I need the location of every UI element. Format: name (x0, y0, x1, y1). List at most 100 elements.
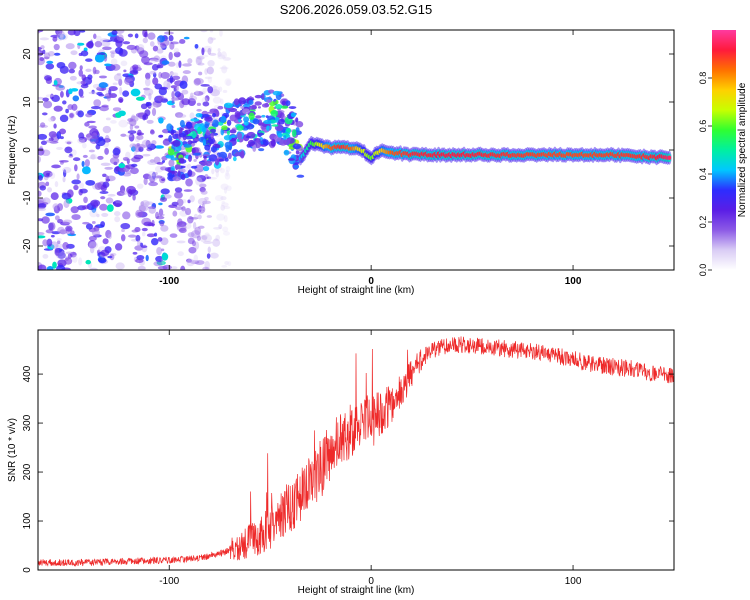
spectrogram-cell (200, 30, 208, 33)
spectrogram-cell (81, 166, 91, 175)
spectrogram-cell (38, 30, 41, 34)
spectrogram-cell (94, 54, 105, 63)
spectrogram-cell (172, 176, 181, 182)
spectrogram-cell (156, 213, 165, 217)
spectrogram-cell (187, 140, 193, 145)
spectrogram-cell (100, 221, 106, 228)
spectrogram-cell (155, 255, 164, 263)
spectrogram-cell (211, 168, 215, 175)
spectrogram-cell (87, 240, 97, 249)
spectrogram-cell (141, 245, 148, 249)
spectrogram-cell (150, 237, 159, 246)
snr-x-tick-label: 100 (565, 576, 582, 587)
spectrogram-cell (147, 32, 156, 40)
spectrogram-cell (171, 75, 181, 80)
spectrogram-cell (163, 80, 171, 89)
spectrogram-cell (212, 85, 220, 94)
spectrogram-cell (81, 160, 85, 168)
spectrogram-cell (102, 238, 109, 245)
spectrogram-cell (137, 265, 146, 270)
spectrogram-cell (176, 198, 184, 207)
spectrogram-cell (137, 129, 142, 136)
spectrogram-cell (296, 174, 305, 178)
spectrogram-cell (193, 159, 197, 162)
spectrogram-cell (152, 72, 157, 78)
spectrogram-cell (105, 197, 114, 204)
spectrogram-y-tick-label: 10 (22, 96, 33, 108)
spectrogram-cell (39, 57, 45, 62)
spectrogram-cell (110, 119, 117, 124)
spectrogram-cell (217, 54, 226, 60)
spectrogram-cell (79, 30, 86, 33)
spectrogram-cell (145, 72, 151, 80)
spectrogram-cell (122, 90, 130, 97)
spectrogram-cell (239, 150, 245, 159)
spectrogram-cell (140, 201, 145, 207)
spectrogram-cell (236, 125, 244, 131)
spectrogram-x-tick-label: -100 (159, 276, 179, 287)
spectrogram-cell (140, 103, 148, 110)
spectrogram-cell (174, 112, 184, 118)
spectrogram-cell (210, 146, 218, 153)
colorbar-gradient (712, 30, 736, 270)
spectrogram-cell (196, 55, 205, 60)
spectrogram-cell (223, 134, 232, 141)
spectrogram-cell (85, 223, 94, 230)
spectrogram-cell (160, 224, 169, 232)
spectrogram-cell (208, 176, 217, 180)
spectrogram-cell (161, 178, 165, 182)
spectrogram-cell (135, 96, 145, 101)
spectrogram-cell (56, 240, 61, 245)
spectrogram-cell (204, 123, 209, 129)
spectrogram-cell (176, 240, 186, 244)
snr-x-tick-label: 0 (368, 576, 374, 587)
spectrogram-cell (202, 165, 210, 172)
spectrogram-cell (57, 33, 64, 41)
spectrogram-cell (217, 48, 221, 53)
spectrogram-cell (254, 137, 261, 143)
spectrogram-cell (105, 117, 111, 121)
spectrogram-cell (70, 50, 78, 56)
spectrogram-y-tick-label: 20 (22, 48, 33, 60)
spectrogram-cell (169, 72, 179, 76)
spectrogram-cell (277, 132, 283, 138)
spectrogram-cell (252, 118, 260, 125)
spectrogram-cell (38, 174, 43, 181)
snr-panel: -100 0 100 0 100 200 300 400 Height of straigh… (7, 329, 675, 596)
spectrogram-cell (104, 166, 114, 170)
spectrogram-cell (88, 149, 95, 153)
spectrogram-cell (94, 182, 103, 191)
spectrogram-cell (182, 63, 192, 67)
spectrogram-cell (214, 158, 220, 166)
spectrogram-cell (245, 135, 251, 139)
spectrogram-cell (287, 158, 295, 161)
spectrogram-cell (162, 138, 171, 146)
spectrogram-cell (122, 41, 131, 45)
spectrogram-cell (196, 102, 202, 107)
spectrogram-cell (195, 56, 203, 64)
spectrogram-cell (116, 72, 122, 76)
spectrogram-cell (216, 126, 223, 130)
spectrogram-cell (130, 163, 138, 167)
spectrogram-cell (46, 238, 53, 247)
spectrogram-cell (248, 105, 257, 110)
spectrogram-cell (126, 44, 137, 51)
spectrogram-cell (98, 136, 104, 141)
spectrogram-cell (108, 86, 118, 92)
spectrogram-cell (190, 165, 198, 169)
spectrogram-cell (179, 39, 186, 44)
spectrogram-cell (93, 99, 102, 107)
spectrogram-cell (202, 200, 211, 205)
spectrogram-cell (202, 266, 209, 270)
spectrogram-cell (215, 170, 219, 178)
spectrogram-cell (123, 69, 127, 73)
spectrogram-cell (160, 166, 168, 171)
spectrogram-cell (187, 237, 195, 245)
spectrogram-cell (174, 191, 183, 199)
spectrogram-cell (156, 48, 164, 54)
spectrogram-cell (195, 177, 203, 186)
spectrogram-cell (195, 57, 202, 66)
spectrogram-cell (184, 207, 192, 216)
spectrogram-cell (270, 109, 279, 117)
spectrogram-x-tick-label: 100 (565, 276, 582, 287)
